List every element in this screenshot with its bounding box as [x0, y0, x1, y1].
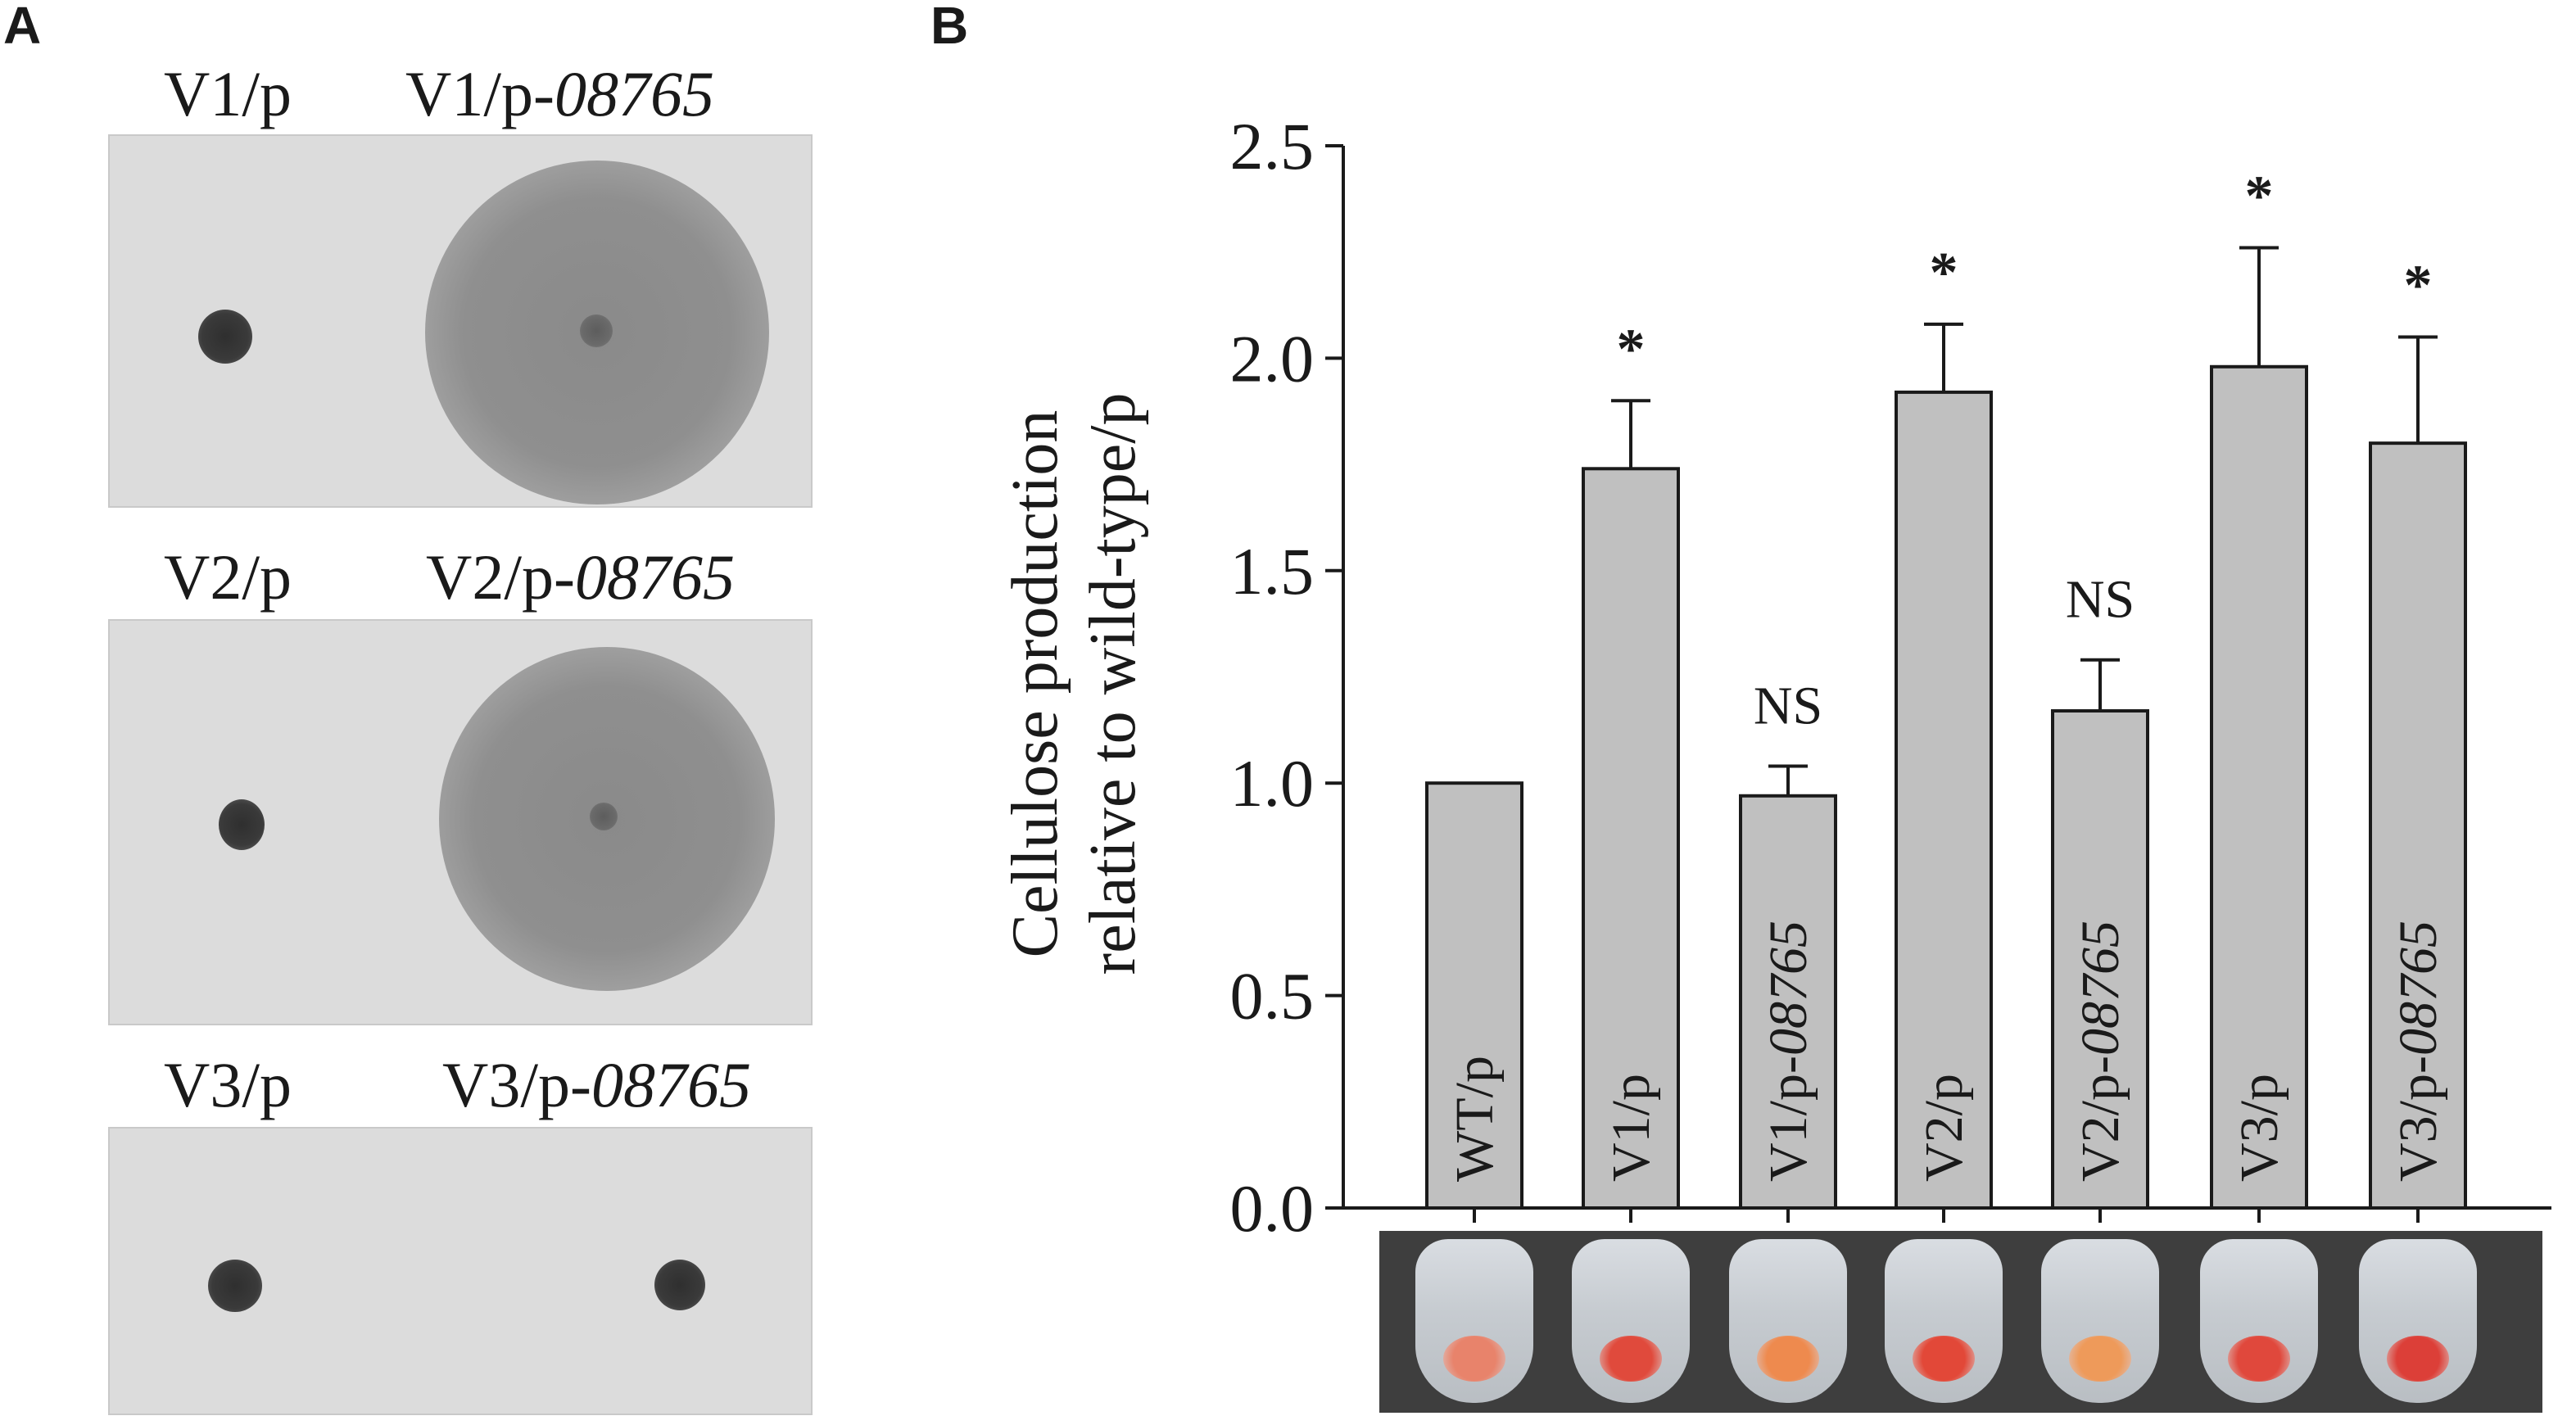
cell-pellet	[1757, 1336, 1819, 1382]
tube-image	[2041, 1239, 2159, 1403]
cell-pellet	[2387, 1336, 2449, 1382]
panel-b-letter: B	[930, 0, 969, 55]
plate3-left-label: V3/p	[164, 1049, 292, 1120]
bar	[1425, 781, 1523, 1210]
plate1-left-label: V1/p	[164, 58, 292, 129]
cell-pellet	[1913, 1336, 1975, 1382]
tube-image	[1729, 1239, 1847, 1403]
cell-pellet	[1443, 1336, 1505, 1382]
plate3-right-label: V3/p-08765	[442, 1049, 751, 1120]
y-tick-label: 2.5	[1230, 109, 1315, 183]
bar-chart: 0.0 0.5 1.0 1.5 2.0 2.5 Cellulose production re…	[999, 109, 2551, 1237]
category-label: V3/p-08765	[2388, 921, 2448, 1182]
cell-pellet	[1600, 1336, 1662, 1382]
bar	[2210, 364, 2308, 1210]
tube-image	[2359, 1239, 2477, 1403]
plate-v3	[108, 1127, 813, 1415]
y-tick-label: 2.0	[1230, 321, 1315, 396]
colony-v2-p	[219, 799, 265, 850]
y-axis-label-line1: Cellulose production	[999, 410, 1071, 958]
y-tick-label: 1.0	[1230, 746, 1315, 821]
y-axis-label-line2: relative to wild-type/p	[1077, 393, 1149, 975]
significance-star: *	[1930, 242, 1958, 305]
plate2-left-label: V2/p	[164, 541, 292, 613]
y-tick-label: 0.0	[1230, 1171, 1315, 1237]
cell-pellet	[2069, 1336, 2131, 1382]
bar	[1582, 467, 1680, 1210]
category-label: V1/p-08765	[1759, 921, 1818, 1182]
panel-a-letter: A	[3, 0, 42, 55]
colony-v1-p-08765	[580, 314, 613, 347]
tube-image	[2200, 1239, 2318, 1403]
significance-star: *	[1617, 318, 1646, 381]
cell-pellet	[2228, 1336, 2290, 1382]
category-label: V3/p	[2230, 1074, 2289, 1182]
plate-v2	[108, 619, 813, 1025]
ns-label: NS	[2066, 570, 2135, 630]
category-label: V1/p	[1601, 1074, 1661, 1182]
plate2-right-label: V2/p-08765	[426, 541, 735, 613]
significance-star: *	[2404, 254, 2433, 317]
tube-photo-strip	[1379, 1231, 2542, 1413]
plate-v1	[108, 134, 813, 508]
colony-v1-p	[198, 310, 252, 364]
colony-v2-p-08765	[590, 803, 618, 830]
y-tick-label: 0.5	[1230, 959, 1315, 1034]
y-tick-label: 1.5	[1230, 534, 1315, 608]
plate1-right-label: V1/p-08765	[405, 58, 714, 129]
category-label: V2/p	[1914, 1074, 1974, 1182]
category-label: V2/p-08765	[2071, 921, 2130, 1182]
significance-star: *	[2245, 165, 2274, 228]
colony-v3-p-08765	[654, 1260, 705, 1310]
tube-image	[1572, 1239, 1690, 1403]
tube-image	[1415, 1239, 1533, 1403]
ns-label: NS	[1754, 676, 1822, 735]
colony-v3-p	[208, 1260, 262, 1312]
tube-image	[1885, 1239, 2003, 1403]
category-label: WT/p	[1445, 1056, 1505, 1182]
